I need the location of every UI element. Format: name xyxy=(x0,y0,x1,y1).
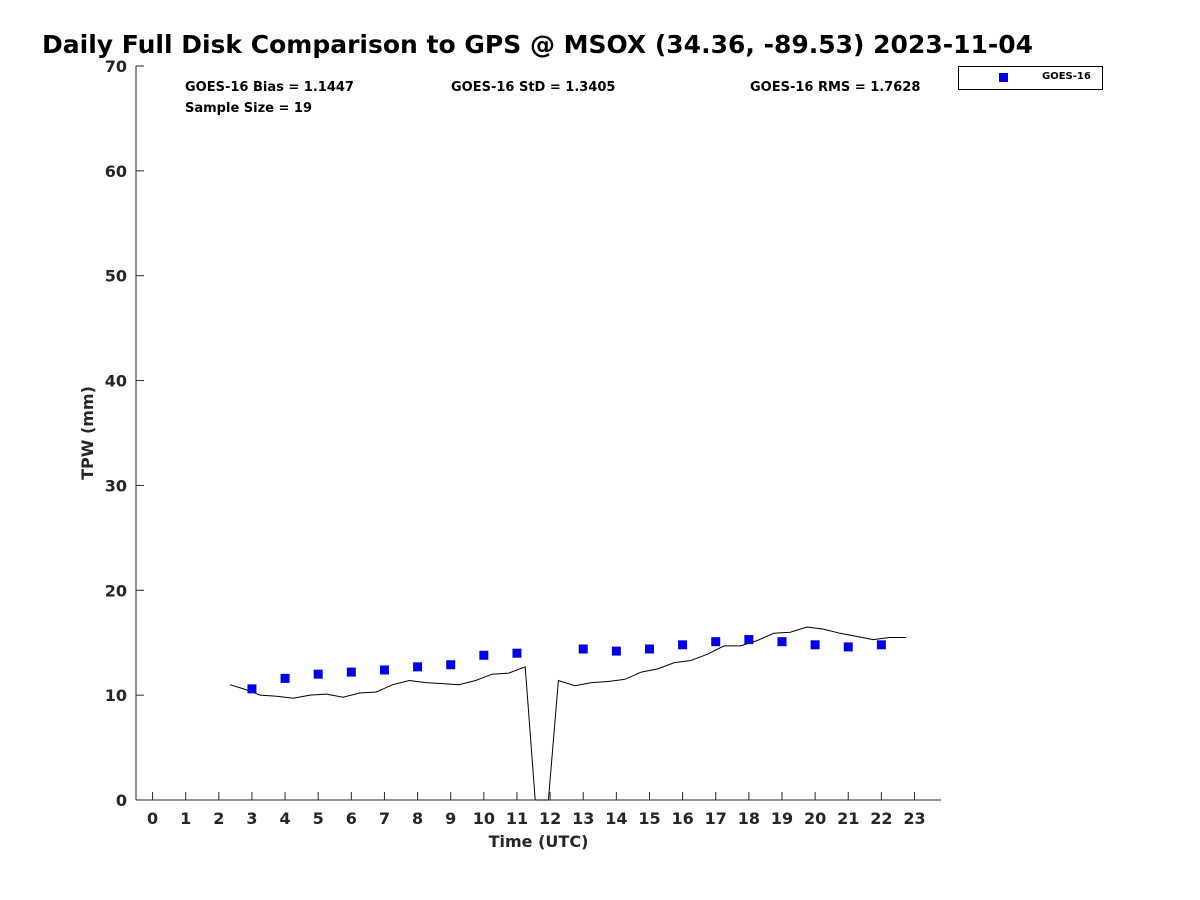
x-tick-label-22: 22 xyxy=(870,809,892,828)
y-tick-label-20: 20 xyxy=(105,581,127,600)
x-tick-label-20: 20 xyxy=(804,809,826,828)
goes16-point-11 xyxy=(512,648,522,658)
x-tick-label-11: 11 xyxy=(506,809,528,828)
legend-marker-goes16 xyxy=(999,73,1008,82)
goes16-point-8 xyxy=(413,662,423,672)
x-tick-label-16: 16 xyxy=(671,809,693,828)
x-tick-label-9: 9 xyxy=(445,809,456,828)
goes16-point-20 xyxy=(810,640,820,650)
x-tick-label-3: 3 xyxy=(246,809,257,828)
x-tick-label-10: 10 xyxy=(473,809,495,828)
x-tick-label-13: 13 xyxy=(572,809,594,828)
x-tick-label-2: 2 xyxy=(213,809,224,828)
legend: GOES-16 xyxy=(958,66,1103,90)
x-tick-label-7: 7 xyxy=(379,809,390,828)
goes16-point-10 xyxy=(479,650,489,660)
x-tick-label-23: 23 xyxy=(903,809,925,828)
x-tick-label-8: 8 xyxy=(412,809,423,828)
goes16-point-21 xyxy=(843,642,853,652)
y-tick-label-40: 40 xyxy=(105,372,127,391)
goes16-point-3 xyxy=(247,684,257,694)
goes16-point-19 xyxy=(777,637,787,647)
bias-stat: GOES-16 Bias = 1.1447 xyxy=(185,80,354,95)
goes16-point-22 xyxy=(876,640,886,650)
x-tick-label-1: 1 xyxy=(180,809,191,828)
goes16-point-18 xyxy=(744,635,754,645)
chart-title: Daily Full Disk Comparison to GPS @ MSOX… xyxy=(42,30,1034,59)
y-tick-label-50: 50 xyxy=(105,267,127,286)
y-tick-label-10: 10 xyxy=(105,686,127,705)
y-tick-label-30: 30 xyxy=(105,476,127,495)
goes16-point-17 xyxy=(711,637,721,647)
goes16-point-14 xyxy=(611,646,621,656)
y-tick-label-60: 60 xyxy=(105,162,127,181)
x-tick-label-15: 15 xyxy=(638,809,660,828)
x-tick-label-18: 18 xyxy=(738,809,760,828)
legend-label-goes16: GOES-16 xyxy=(1042,71,1091,82)
goes16-point-7 xyxy=(379,665,389,675)
x-tick-label-14: 14 xyxy=(605,809,627,828)
x-tick-label-19: 19 xyxy=(771,809,793,828)
x-tick-label-12: 12 xyxy=(539,809,561,828)
x-axis-title: Time (UTC) xyxy=(489,832,589,851)
goes16-point-5 xyxy=(313,669,323,679)
rms-stat: GOES-16 RMS = 1.7628 xyxy=(750,80,921,95)
std-stat: GOES-16 StD = 1.3405 xyxy=(451,80,616,95)
x-tick-label-4: 4 xyxy=(280,809,291,828)
goes16-point-13 xyxy=(578,644,588,654)
x-tick-label-5: 5 xyxy=(313,809,324,828)
y-tick-label-70: 70 xyxy=(105,57,127,76)
y-tick-label-0: 0 xyxy=(116,791,127,810)
y-axis-title: TPW (mm) xyxy=(78,386,97,480)
gps-tpw-line xyxy=(229,626,907,801)
goes16-point-16 xyxy=(678,640,688,650)
x-tick-label-17: 17 xyxy=(705,809,727,828)
sample-size-stat: Sample Size = 19 xyxy=(185,101,313,116)
x-tick-label-21: 21 xyxy=(837,809,859,828)
goes16-point-15 xyxy=(644,644,654,654)
x-tick-label-0: 0 xyxy=(147,809,158,828)
goes16-point-6 xyxy=(346,667,356,677)
goes16-point-9 xyxy=(446,660,456,670)
goes16-point-4 xyxy=(280,673,290,683)
x-tick-label-6: 6 xyxy=(346,809,357,828)
